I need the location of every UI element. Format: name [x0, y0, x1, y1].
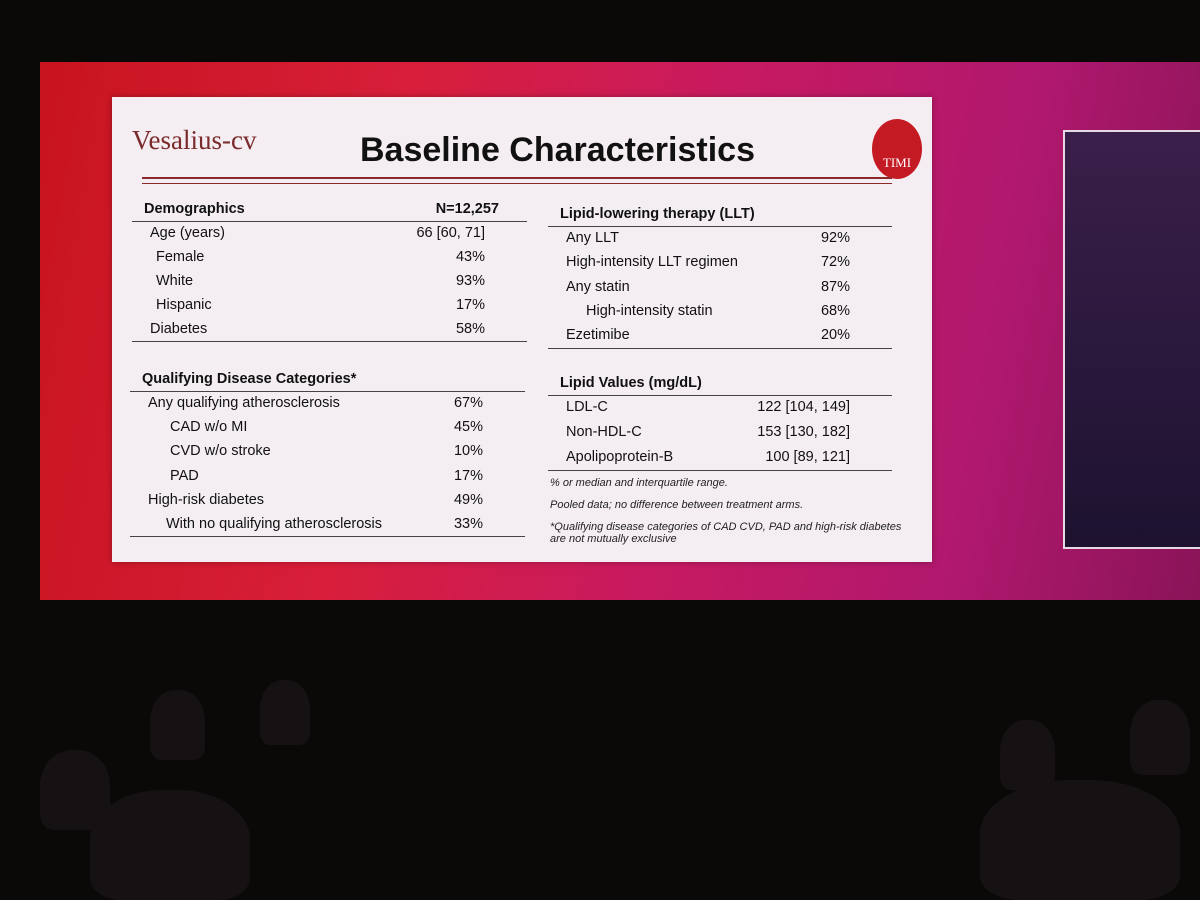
rule	[132, 221, 527, 222]
row-label: Any LLT	[566, 230, 619, 246]
audience	[1130, 700, 1190, 775]
row-value: 122 [104, 149]	[757, 399, 850, 415]
row-value: 33%	[453, 516, 483, 532]
table-row: High-risk diabetes 49%	[148, 492, 483, 508]
video-inset	[1063, 130, 1200, 549]
row-label: With no qualifying atherosclerosis	[166, 516, 382, 532]
footnote: *Qualifying disease categories of CAD CV…	[550, 521, 902, 545]
row-value: 49%	[453, 491, 483, 508]
row-value: 72%	[820, 254, 850, 271]
header-cell: Demographics	[144, 201, 245, 217]
row-value: 100 [89, 121]	[765, 449, 850, 465]
table-row: With no qualifying atherosclerosis 33%	[166, 516, 483, 532]
header-cell: N=12,257	[435, 201, 499, 217]
row-value: 92%	[820, 230, 850, 246]
logo: Vesalius-cv	[132, 125, 257, 155]
row-label: CAD w/o MI	[170, 419, 248, 436]
header-cell: Lipid-lowering therapy (LLT)	[560, 206, 755, 222]
row-value: 17%	[455, 297, 485, 313]
rule	[548, 226, 892, 227]
row-label: Diabetes	[150, 321, 208, 337]
rule	[130, 536, 525, 538]
table-row: Any LLT 92%	[566, 230, 850, 246]
row-label: Female	[156, 249, 205, 265]
rule	[132, 341, 527, 342]
table-header: Qualifying Disease Categories*	[142, 371, 497, 387]
row-label: Any statin	[566, 278, 630, 295]
table-row: Diabetes 58%	[150, 321, 485, 337]
row-label: Apolipoprotein-B	[566, 449, 674, 465]
row-value: 43%	[455, 249, 485, 265]
table-row: CAD w/o MI 45%	[170, 419, 483, 435]
rule	[548, 347, 892, 349]
row-value: 58%	[455, 321, 485, 337]
table-row: White 93%	[156, 273, 485, 289]
row-label: High-intensity statin	[586, 302, 713, 319]
badge: TIMI	[872, 119, 922, 179]
row-label: Any qualifying atherosclerosis	[148, 395, 340, 411]
row-value: 45%	[453, 419, 483, 436]
row-value: 20%	[820, 327, 850, 344]
table-row: Apolipoprotein-B 100 [89, 121]	[566, 449, 850, 465]
row-label: White	[156, 273, 194, 289]
header-cell: Qualifying Disease Categories*	[142, 371, 357, 387]
rule	[548, 470, 892, 471]
table-row: LDL-C 122 [104, 149]	[566, 399, 850, 415]
table-row: CVD w/o stroke 10%	[170, 443, 483, 459]
table-header: Demographics N=12,257	[144, 201, 499, 217]
row-label: High-intensity LLT regimen	[566, 254, 738, 271]
table-row: High-intensity statin 68%	[586, 303, 850, 319]
table-row: Hispanic 17%	[156, 297, 485, 313]
audience	[980, 780, 1180, 900]
row-label: High-risk diabetes	[148, 491, 265, 508]
table-row: Any statin 87%	[566, 279, 850, 295]
row-value: 153 [130, 182]	[757, 424, 850, 440]
slide-title: Baseline Characteristics	[360, 131, 755, 169]
table-row: Non-HDL-C 153 [130, 182]	[566, 424, 850, 440]
row-value: 93%	[455, 273, 485, 289]
rule	[130, 391, 525, 392]
table-row: PAD 17%	[170, 468, 483, 484]
table-row: Female 43%	[156, 249, 485, 265]
row-value: 17%	[453, 467, 483, 484]
row-label: CVD w/o stroke	[170, 443, 271, 460]
row-value: 87%	[820, 278, 850, 295]
rule	[142, 177, 892, 179]
slide: Vesalius-cv Baseline Characteristics TIM…	[112, 97, 932, 562]
row-label: Hispanic	[156, 297, 212, 313]
row-value: 67%	[453, 395, 483, 411]
table-header: Lipid Values (mg/dL)	[560, 375, 864, 391]
audience	[1000, 720, 1055, 790]
row-label: PAD	[170, 467, 199, 484]
table-header: Lipid-lowering therapy (LLT)	[560, 206, 864, 222]
row-value: 66 [60, 71]	[416, 225, 485, 241]
rule	[142, 183, 892, 184]
audience	[150, 690, 205, 760]
row-label: Ezetimibe	[566, 327, 630, 344]
row-label: Non-HDL-C	[566, 424, 642, 440]
row-label: LDL-C	[566, 399, 608, 415]
row-value: 68%	[820, 302, 850, 319]
header-cell: Lipid Values (mg/dL)	[560, 375, 702, 391]
table-row: High-intensity LLT regimen 72%	[566, 254, 850, 270]
audience	[260, 680, 310, 745]
rule	[548, 395, 892, 396]
row-value: 10%	[453, 443, 483, 460]
audience	[90, 790, 250, 900]
footnote: Pooled data; no difference between treat…	[550, 499, 804, 511]
table-row: Any qualifying atherosclerosis 67%	[148, 395, 483, 411]
table-row: Age (years) 66 [60, 71]	[150, 225, 485, 241]
row-label: Age (years)	[150, 225, 225, 241]
footnote: % or median and interquartile range.	[550, 477, 728, 489]
table-row: Ezetimibe 20%	[566, 327, 850, 343]
